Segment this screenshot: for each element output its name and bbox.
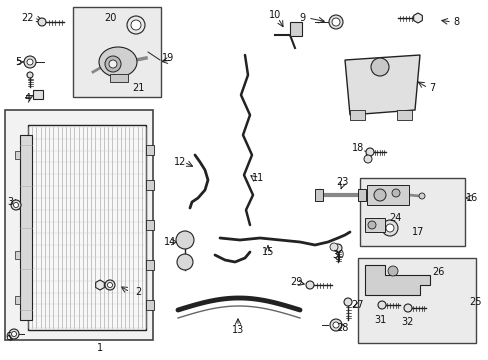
Circle shape	[105, 56, 121, 72]
Bar	[15, 251, 20, 259]
Bar	[110, 74, 128, 82]
Circle shape	[343, 298, 351, 306]
Polygon shape	[413, 13, 422, 23]
Text: 8: 8	[452, 17, 458, 27]
Circle shape	[377, 301, 385, 309]
Polygon shape	[96, 280, 104, 290]
Circle shape	[367, 221, 375, 229]
Bar	[289, 22, 302, 36]
Bar	[15, 201, 20, 209]
Bar	[357, 258, 475, 343]
Text: 7: 7	[428, 83, 434, 93]
Text: 24: 24	[388, 213, 400, 223]
Text: 14: 14	[163, 237, 176, 247]
Circle shape	[27, 59, 33, 65]
Text: 12: 12	[173, 157, 186, 167]
Circle shape	[385, 224, 393, 232]
Text: 6: 6	[5, 332, 11, 342]
Bar	[314, 189, 323, 201]
Bar	[33, 90, 43, 99]
Circle shape	[363, 155, 371, 163]
Text: 5: 5	[15, 57, 21, 67]
Bar	[396, 110, 411, 120]
Text: 31: 31	[373, 315, 386, 325]
Circle shape	[9, 329, 19, 339]
Circle shape	[370, 58, 388, 76]
Circle shape	[38, 18, 46, 26]
Circle shape	[387, 266, 397, 276]
Circle shape	[328, 15, 342, 29]
Text: 13: 13	[231, 325, 244, 335]
Circle shape	[11, 200, 21, 210]
Circle shape	[329, 319, 341, 331]
Circle shape	[14, 202, 19, 207]
Circle shape	[177, 254, 193, 270]
Bar	[366, 185, 408, 205]
Circle shape	[24, 56, 36, 68]
Circle shape	[127, 16, 145, 34]
Circle shape	[109, 60, 117, 68]
Bar	[28, 125, 146, 330]
Text: 26: 26	[431, 267, 443, 277]
Text: 15: 15	[261, 247, 274, 257]
Text: 32: 32	[401, 317, 413, 327]
Text: 19: 19	[162, 53, 174, 63]
Circle shape	[365, 148, 373, 156]
Text: 9: 9	[298, 13, 305, 23]
Text: 20: 20	[103, 13, 116, 23]
Circle shape	[105, 280, 115, 290]
Polygon shape	[364, 265, 429, 295]
Bar	[15, 296, 20, 304]
Circle shape	[329, 243, 337, 251]
Circle shape	[381, 220, 397, 236]
Bar	[73, 7, 161, 97]
Text: 21: 21	[132, 83, 144, 93]
Text: 16: 16	[465, 193, 477, 203]
Bar	[146, 180, 154, 190]
Text: 30: 30	[331, 250, 344, 260]
Text: 11: 11	[251, 173, 264, 183]
Circle shape	[27, 72, 33, 78]
Text: 28: 28	[335, 323, 347, 333]
Bar	[20, 135, 32, 320]
Bar	[349, 110, 364, 120]
Circle shape	[332, 322, 338, 328]
Bar	[364, 218, 384, 232]
Circle shape	[333, 244, 341, 252]
Ellipse shape	[99, 47, 137, 77]
Bar	[357, 189, 365, 201]
Text: 25: 25	[469, 297, 481, 307]
Polygon shape	[345, 55, 419, 115]
Bar	[15, 151, 20, 159]
Bar	[146, 145, 154, 155]
Circle shape	[403, 304, 411, 312]
Text: 2: 2	[135, 287, 141, 297]
Circle shape	[176, 231, 194, 249]
Text: 3: 3	[7, 197, 13, 207]
Text: 27: 27	[351, 300, 364, 310]
Text: 17: 17	[411, 227, 423, 237]
Text: 10: 10	[268, 10, 281, 20]
Text: 22: 22	[21, 13, 34, 23]
Circle shape	[418, 193, 424, 199]
Circle shape	[373, 189, 385, 201]
Circle shape	[12, 332, 17, 337]
Text: 4: 4	[25, 93, 31, 103]
Bar	[146, 220, 154, 230]
Bar	[5, 110, 153, 340]
Circle shape	[391, 189, 399, 197]
Circle shape	[331, 18, 339, 26]
Bar	[359, 178, 464, 246]
Text: 18: 18	[351, 143, 364, 153]
Circle shape	[305, 281, 313, 289]
Bar	[146, 260, 154, 270]
Circle shape	[131, 20, 141, 30]
Bar	[146, 300, 154, 310]
Text: 29: 29	[289, 277, 302, 287]
Text: 1: 1	[97, 343, 103, 353]
Circle shape	[413, 14, 421, 22]
Circle shape	[107, 283, 112, 288]
Text: 23: 23	[335, 177, 347, 187]
